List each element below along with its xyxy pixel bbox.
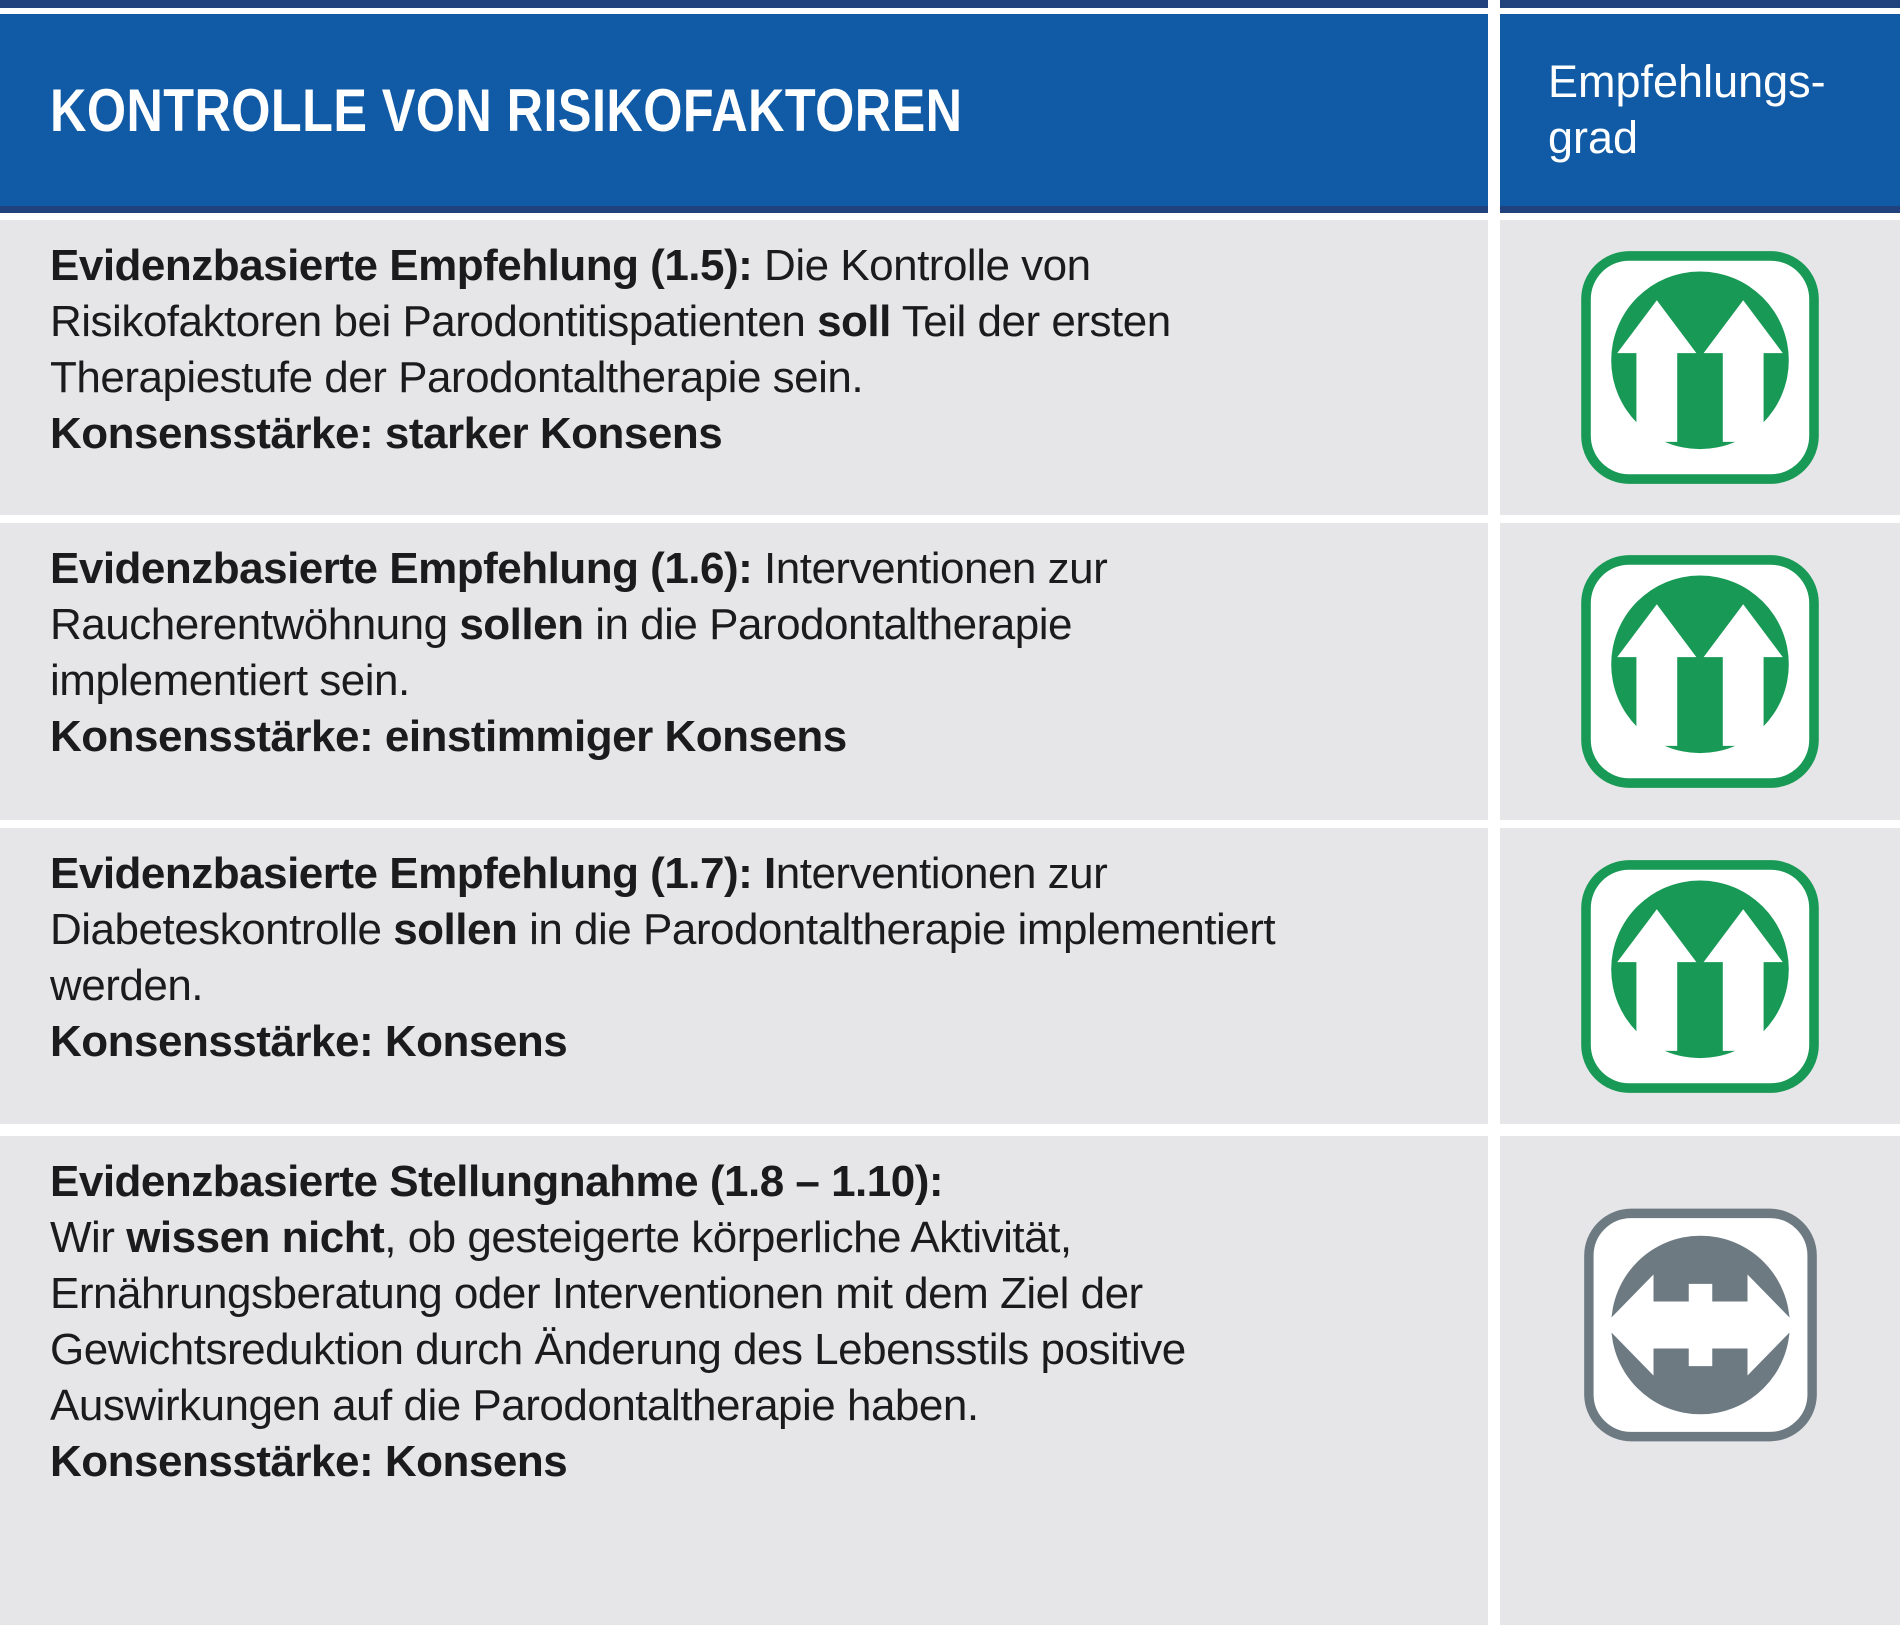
header-underline bbox=[0, 206, 1900, 213]
grade-double-up-arrows-icon bbox=[1581, 555, 1819, 788]
recommendation-text-cell: Evidenzbasierte Stellungnahme (1.8 – 1.1… bbox=[0, 1136, 1488, 1625]
recommendation-text: Evidenzbasierte Empfehlung (1.7): Interv… bbox=[50, 846, 1458, 1070]
text-line: Konsensstärke: Konsens bbox=[50, 1437, 568, 1486]
text-line: implementiert sein. bbox=[50, 656, 410, 705]
grade-cell bbox=[1500, 220, 1900, 515]
top-border-right bbox=[1500, 0, 1900, 8]
recommendation-text-cell: Evidenzbasierte Empfehlung (1.6): Interv… bbox=[0, 523, 1488, 820]
statement-row-1-8-1-10: Evidenzbasierte Stellungnahme (1.8 – 1.1… bbox=[0, 1136, 1900, 1625]
grade-cell bbox=[1500, 523, 1900, 820]
recommendation-row-1-7: Evidenzbasierte Empfehlung (1.7): Interv… bbox=[0, 828, 1900, 1124]
text-line: Ernährungsberatung oder Interventionen m… bbox=[50, 1269, 1143, 1318]
spacer bbox=[0, 820, 1900, 828]
top-border bbox=[0, 0, 1900, 8]
text-line: Evidenzbasierte Empfehlung (1.5): Die Ko… bbox=[50, 241, 1091, 290]
grade-left-right-arrow-icon bbox=[1583, 1208, 1817, 1442]
top-border-left bbox=[0, 0, 1488, 8]
text-line: Evidenzbasierte Empfehlung (1.7): Interv… bbox=[50, 849, 1108, 898]
spacer bbox=[0, 515, 1900, 523]
text-line: Diabeteskontrolle sollen in die Parodont… bbox=[50, 905, 1276, 954]
grade-column-label-line1: Empfehlungs- bbox=[1548, 56, 1826, 107]
text-line: Wir wissen nicht, ob gesteigerte körperl… bbox=[50, 1213, 1072, 1262]
text-line: Therapiestufe der Parodontaltherapie sei… bbox=[50, 353, 864, 402]
grade-cell bbox=[1500, 1136, 1900, 1625]
spacer bbox=[0, 8, 1900, 14]
table-title: KONTROLLE VON RISIKOFAKTOREN bbox=[50, 76, 963, 144]
recommendation-row-1-5: Evidenzbasierte Empfehlung (1.5): Die Ko… bbox=[0, 220, 1900, 515]
text-line: Konsensstärke: starker Konsens bbox=[50, 409, 723, 458]
table-header: KONTROLLE VON RISIKOFAKTOREN Empfehlungs… bbox=[0, 14, 1900, 206]
text-line: Konsensstärke: einstimmiger Konsens bbox=[50, 712, 847, 761]
table-header-title-cell: KONTROLLE VON RISIKOFAKTOREN bbox=[0, 14, 1488, 206]
text-line: Raucherentwöhnung sollen in die Parodont… bbox=[50, 600, 1072, 649]
grade-cell bbox=[1500, 828, 1900, 1124]
recommendation-row-1-6: Evidenzbasierte Empfehlung (1.6): Interv… bbox=[0, 523, 1900, 820]
recommendation-text-cell: Evidenzbasierte Empfehlung (1.5): Die Ko… bbox=[0, 220, 1488, 515]
recommendation-text: Evidenzbasierte Stellungnahme (1.8 – 1.1… bbox=[50, 1154, 1458, 1490]
spacer bbox=[0, 213, 1900, 220]
recommendation-text-cell: Evidenzbasierte Empfehlung (1.7): Interv… bbox=[0, 828, 1488, 1124]
spacer bbox=[0, 1124, 1900, 1136]
text-line: Risikofaktoren bei Parodontitispatienten… bbox=[50, 297, 1171, 346]
text-line: Gewichtsreduktion durch Änderung des Leb… bbox=[50, 1325, 1186, 1374]
text-line: Konsensstärke: Konsens bbox=[50, 1017, 568, 1066]
grade-double-up-arrows-icon bbox=[1581, 859, 1819, 1093]
table-header-grade-cell: Empfehlungs- grad bbox=[1500, 14, 1900, 206]
grade-column-label: Empfehlungs- grad bbox=[1548, 54, 1826, 166]
text-line: Evidenzbasierte Stellungnahme (1.8 – 1.1… bbox=[50, 1157, 944, 1206]
recommendation-text: Evidenzbasierte Empfehlung (1.6): Interv… bbox=[50, 541, 1458, 765]
grade-double-up-arrows-icon bbox=[1581, 251, 1819, 484]
recommendation-text: Evidenzbasierte Empfehlung (1.5): Die Ko… bbox=[50, 238, 1458, 462]
header-underline-right bbox=[1500, 206, 1900, 213]
text-line: Evidenzbasierte Empfehlung (1.6): Interv… bbox=[50, 544, 1108, 593]
text-line: Auswirkungen auf die Parodontaltherapie … bbox=[50, 1381, 979, 1430]
header-underline-left bbox=[0, 206, 1488, 213]
text-line: werden. bbox=[50, 961, 204, 1010]
grade-column-label-line2: grad bbox=[1548, 112, 1639, 163]
